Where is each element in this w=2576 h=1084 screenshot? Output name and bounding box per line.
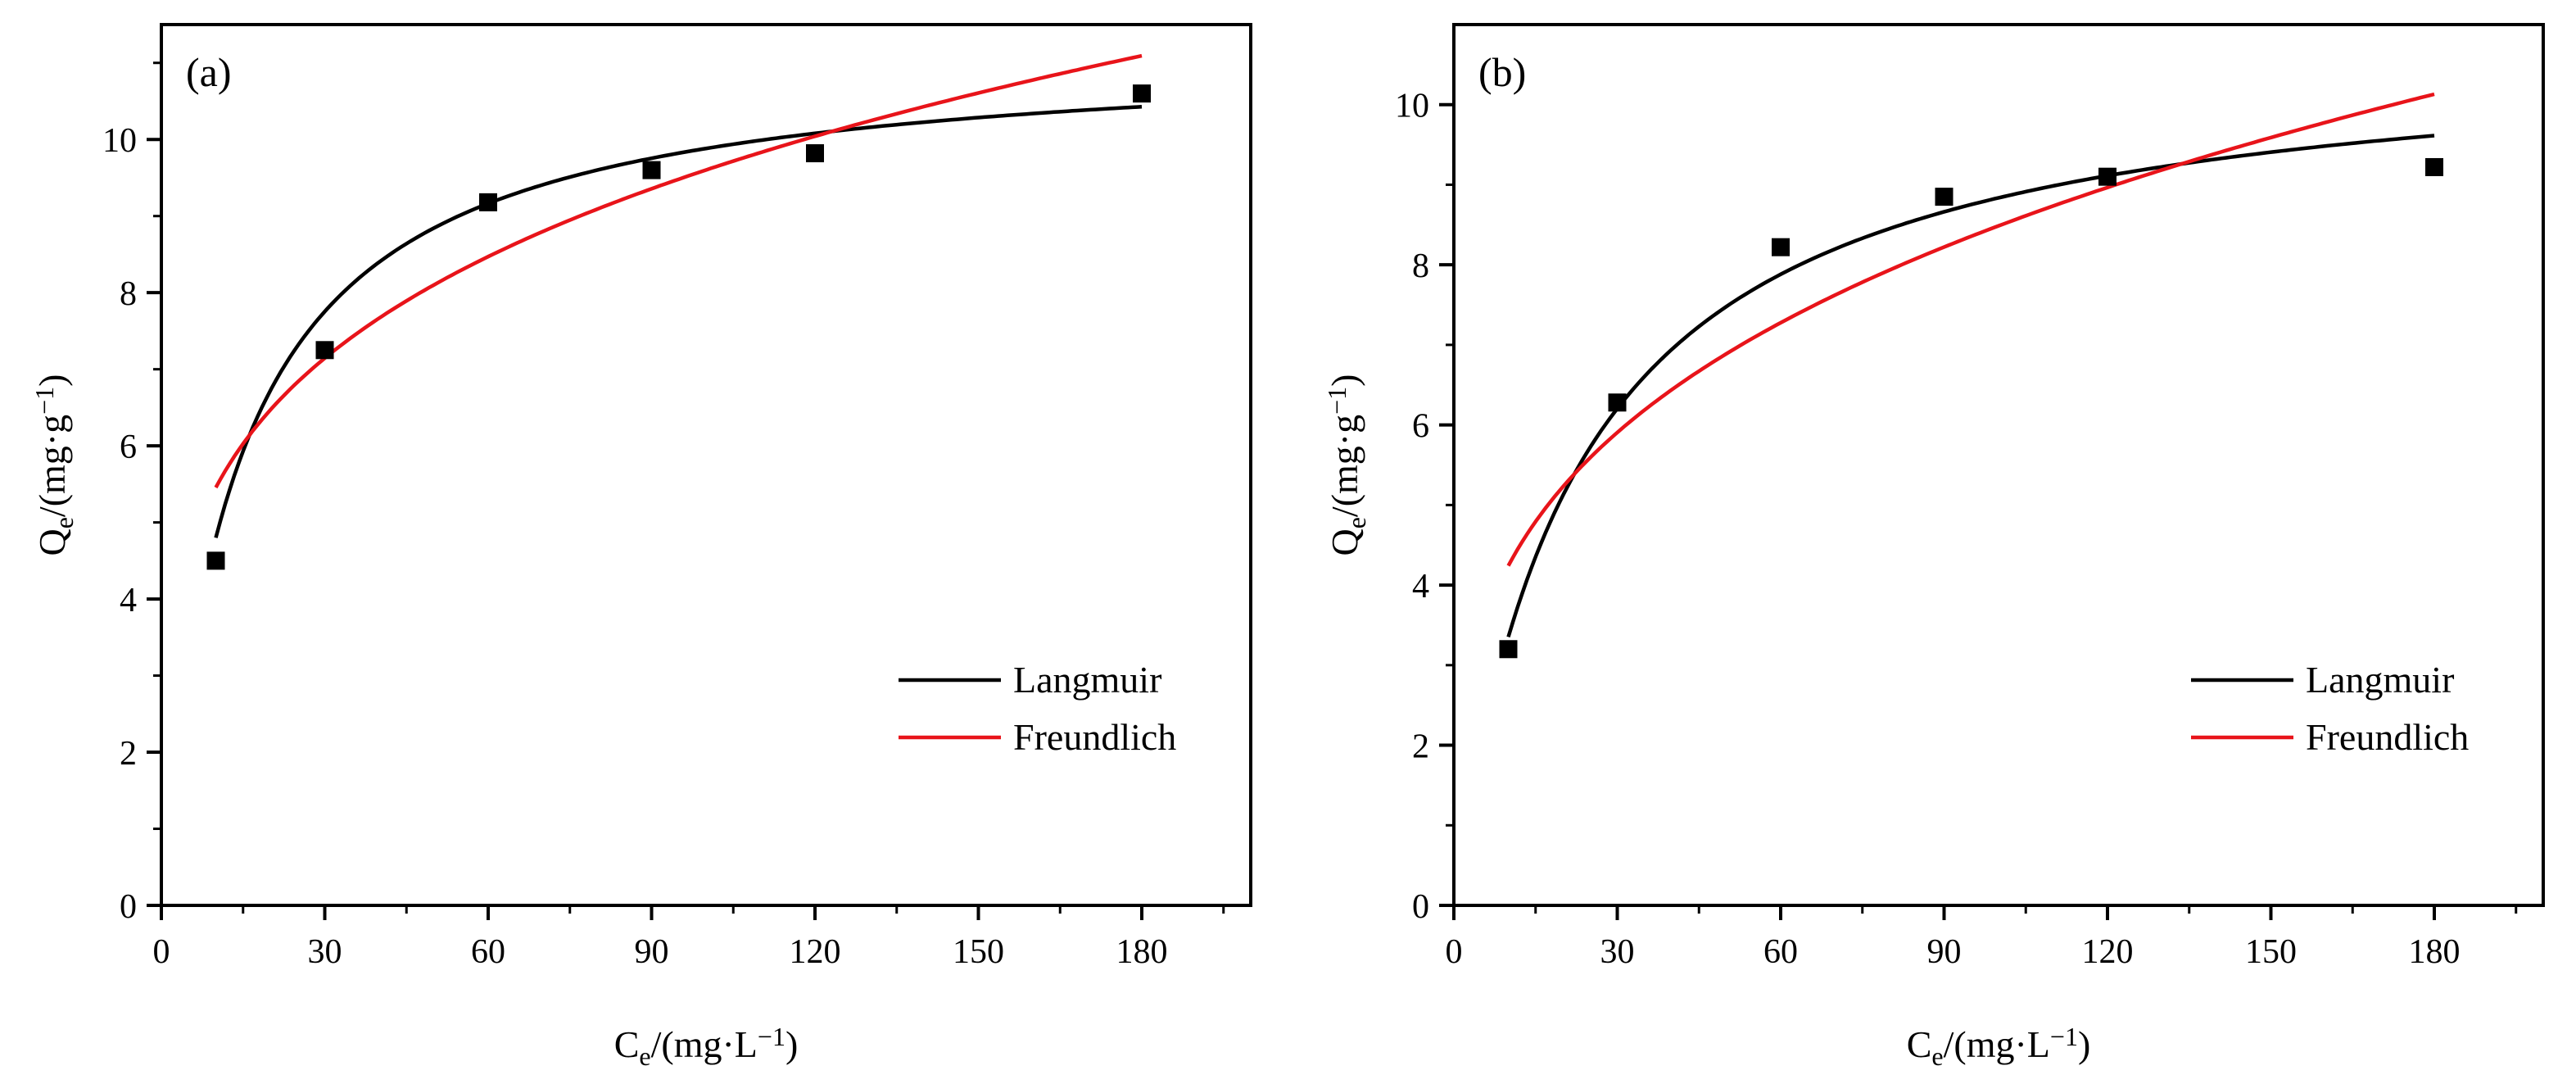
x-axis-title-rest: /(mg·L — [651, 1023, 758, 1065]
y-tick-label: 4 — [1412, 568, 1429, 605]
x-axis-title-close: ) — [785, 1023, 798, 1065]
x-tick-label: 60 — [1763, 933, 1798, 971]
x-tick-label: 60 — [471, 933, 505, 971]
y-tick-label: 2 — [120, 735, 137, 773]
legend-label-freundlich: Freundlich — [1013, 716, 1176, 758]
y-axis-title-main: Q — [1324, 528, 1365, 556]
x-tick-label: 180 — [1116, 933, 1168, 971]
x-axis-title-sub: e — [1931, 1041, 1943, 1071]
y-axis-title-main: Q — [31, 528, 73, 556]
data-point — [1935, 188, 1954, 206]
panel-label: (a) — [186, 49, 232, 95]
data-point — [2425, 157, 2443, 176]
x-tick-label: 0 — [1446, 933, 1463, 971]
x-tick-label: 30 — [1600, 933, 1635, 971]
x-axis-title-sup: −1 — [2050, 1022, 2078, 1051]
x-axis-title: Ce/(mg·L−1) — [614, 1022, 799, 1071]
x-axis-title-sub: e — [639, 1041, 650, 1071]
y-tick-label: 8 — [120, 275, 137, 313]
legend-label-langmuir: Langmuir — [2306, 659, 2454, 701]
y-axis-title-sup: −1 — [1322, 387, 1351, 415]
y-axis-title-close: ) — [1324, 374, 1365, 386]
data-point — [1133, 84, 1151, 103]
x-tick-label: 150 — [953, 933, 1004, 971]
chart-panel-b: 0 30 60 90 120 150 1800246810(b)Ce/(mg·L−1)Qe/… — [1322, 23, 2545, 1071]
y-axis-title-rest: /(mg·g — [1324, 415, 1365, 517]
y-tick-label: 0 — [1412, 888, 1429, 926]
x-tick-label: 90 — [1927, 933, 1962, 971]
data-point — [806, 144, 824, 163]
panel-label: (b) — [1478, 49, 1526, 95]
freundlich-fit-line — [1506, 92, 2435, 567]
y-tick-label: 4 — [120, 582, 137, 619]
x-tick-label: 30 — [308, 933, 342, 971]
x-tick-label: 120 — [790, 933, 841, 971]
x-axis-title-rest: /(mg·L — [1944, 1023, 2050, 1065]
y-tick-label: 10 — [102, 122, 137, 160]
data-point — [479, 193, 497, 211]
x-tick-label: 180 — [2409, 933, 2461, 971]
plot-frame — [160, 23, 1252, 907]
langmuir-fit-line — [214, 104, 1143, 538]
y-axis-title-sup: −1 — [29, 387, 59, 415]
y-tick-label: 0 — [120, 888, 137, 926]
freundlich-fit-line — [214, 53, 1143, 489]
y-axis-title: Qe/(mg·g−1) — [1322, 374, 1371, 556]
y-axis-title-rest: /(mg·g — [31, 415, 73, 517]
data-point — [206, 551, 225, 570]
y-axis-title: Qe/(mg·g−1) — [29, 374, 79, 556]
chart-panel-a: 0 30 60 90 120 150 1800246810(a)Ce/(mg·L−1)Qe/… — [29, 23, 1252, 1071]
data-point — [2098, 167, 2116, 186]
y-axis-title-sub: e — [1342, 517, 1371, 528]
legend-label-freundlich: Freundlich — [2306, 716, 2469, 758]
x-tick-label: 150 — [2245, 933, 2297, 971]
y-tick-label: 2 — [1412, 728, 1429, 766]
x-tick-label: 0 — [153, 933, 170, 971]
x-axis-title-main: C — [1907, 1023, 1932, 1065]
data-point — [642, 161, 661, 179]
legend-label-langmuir: Langmuir — [1013, 659, 1161, 701]
y-tick-label: 8 — [1412, 247, 1429, 285]
y-tick-label: 10 — [1395, 88, 1429, 125]
x-axis-title: Ce/(mg·L−1) — [1907, 1022, 2091, 1071]
langmuir-fit-line — [1506, 134, 2435, 638]
y-axis-title-close: ) — [31, 374, 73, 386]
data-point — [1608, 393, 1627, 412]
x-tick-label: 90 — [635, 933, 669, 971]
x-axis-title-sup: −1 — [758, 1022, 785, 1051]
x-tick-label: 120 — [2082, 933, 2134, 971]
plot-frame — [1452, 23, 2545, 907]
data-point — [1772, 238, 1790, 256]
y-tick-label: 6 — [120, 429, 137, 466]
data-point — [1499, 640, 1518, 659]
x-axis-title-main: C — [614, 1023, 640, 1065]
y-axis-title-sub: e — [49, 517, 79, 528]
x-axis-title-close: ) — [2078, 1023, 2090, 1065]
y-tick-label: 6 — [1412, 408, 1429, 446]
data-point — [315, 341, 334, 360]
